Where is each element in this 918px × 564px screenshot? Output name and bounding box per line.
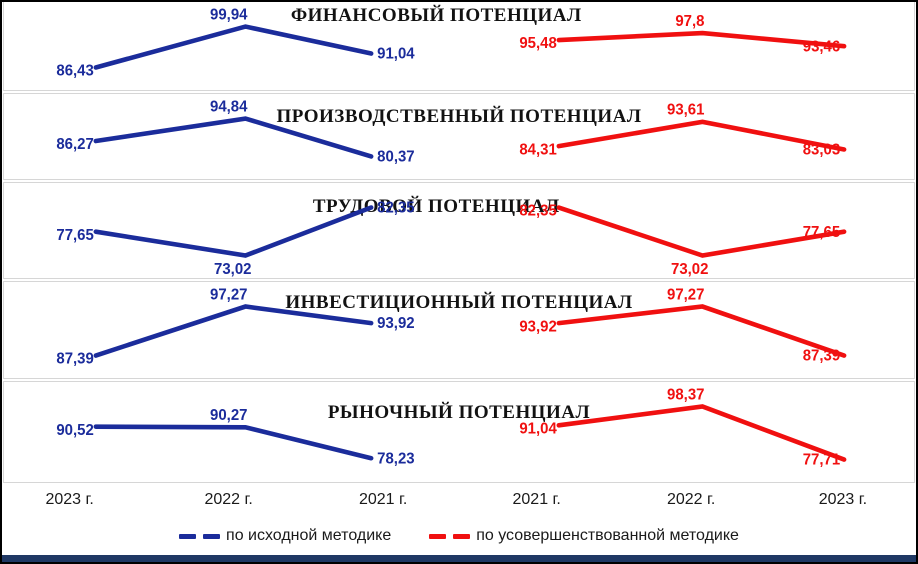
- value-label: 93,61: [667, 101, 704, 118]
- x-axis-tick: 2023 г.: [818, 491, 868, 508]
- value-label: 93,46: [803, 38, 840, 55]
- legend-label: по исходной методике: [226, 527, 392, 544]
- panel-title: РЫНОЧНЫЙ ПОТЕНЦИАЛ: [327, 402, 591, 423]
- value-label: 83,03: [803, 141, 840, 158]
- red-series-line: [556, 404, 847, 462]
- value-label: 95,48: [519, 35, 556, 52]
- value-label: 82,35: [519, 203, 556, 220]
- value-label: 91,04: [377, 45, 415, 62]
- value-label: 98,37: [667, 386, 704, 403]
- legend-label: по усовершенствованной методике: [476, 527, 739, 544]
- panel-investment-potential: ИНВЕСТИЦИОННЫЙ ПОТЕНЦИАЛ 87,39 97,27 93,92…: [3, 281, 915, 379]
- value-label: 90,27: [210, 407, 247, 424]
- blue-series-line: [93, 205, 374, 258]
- red-series-line: [556, 205, 847, 258]
- value-label: 77,65: [56, 227, 93, 244]
- legend: по исходной методике по усовершенствован…: [2, 517, 916, 555]
- x-axis-tick: 2022 г.: [666, 491, 716, 508]
- legend-item-original-method: по исходной методике: [179, 527, 391, 545]
- value-label: 93,92: [519, 318, 556, 335]
- x-axis-tick: 2021 г.: [358, 491, 408, 508]
- red-dash-marker-icon: [429, 533, 471, 539]
- value-label: 97,8: [675, 13, 704, 30]
- value-label: 77,65: [803, 224, 840, 241]
- value-label: 78,23: [377, 450, 414, 467]
- blue-series-line: [93, 24, 374, 70]
- value-label: 86,27: [56, 136, 93, 153]
- legend-item-improved-method: по усовершенствованной методике: [429, 527, 739, 545]
- line-plot: 86,27 94,84 80,37 84,31 93,61 83,03: [56, 98, 847, 166]
- panel-financial-potential: ФИНАНСОВЫЙ ПОТЕНЦИАЛ 86,43 99,94 91,04 95,4…: [3, 2, 915, 91]
- panel-title: ТРУДОВОЙ ПОТЕНЦИАЛ: [312, 196, 560, 217]
- blue-series-line: [93, 304, 374, 358]
- line-plot: 87,39 97,27 93,92 93,92 97,27 87,39: [56, 286, 847, 368]
- x-axis-tick: 2021 г.: [512, 491, 561, 508]
- value-label: 77,71: [803, 452, 840, 469]
- x-axis-tick: 2023 г.: [45, 491, 94, 508]
- red-series-line: [556, 30, 847, 49]
- panel-production-potential: ПРОИЗВОДСТВЕННЫЙ ПОТЕНЦИАЛ 86,27 94,84 80,…: [3, 93, 915, 180]
- value-label: 97,27: [667, 286, 704, 303]
- panel-labor-potential: ТРУДОВОЙ ПОТЕНЦИАЛ 77,65 73,02 82,35 82,35 7…: [3, 182, 915, 279]
- value-label: 97,27: [210, 286, 247, 303]
- panel-title: ФИНАНСОВЫЙ ПОТЕНЦИАЛ: [290, 5, 582, 26]
- red-series-line: [556, 119, 847, 152]
- panel-market-potential: РЫНОЧНЫЙ ПОТЕНЦИАЛ 90,52 90,27 78,23 91,04 9…: [3, 381, 915, 483]
- value-label: 99,94: [210, 6, 248, 23]
- value-label: 86,43: [56, 63, 93, 80]
- value-label: 93,92: [377, 315, 414, 332]
- value-label: 91,04: [519, 420, 557, 437]
- line-plot: 77,65 73,02 82,35 82,35 73,02 77,65: [56, 199, 847, 278]
- value-label: 73,02: [671, 261, 708, 278]
- blue-dash-marker-icon: [179, 533, 221, 539]
- blue-series-line: [93, 424, 374, 461]
- value-label: 90,52: [56, 422, 93, 439]
- value-label: 73,02: [214, 261, 251, 278]
- red-series-line: [556, 304, 847, 358]
- value-label: 84,31: [519, 141, 556, 158]
- value-label: 82,35: [377, 199, 414, 216]
- line-plot: 86,43 99,94 91,04 95,48 97,8 93,46: [56, 6, 847, 80]
- bottom-accent-bar: [2, 555, 916, 562]
- panel-title: ИНВЕСТИЦИОННЫЙ ПОТЕНЦИАЛ: [285, 292, 633, 313]
- value-label: 94,84: [210, 98, 248, 115]
- x-axis: 2023 г. 2022 г. 2021 г. 2021 г. 2022 г. …: [2, 483, 916, 517]
- panel-title: ПРОИЗВОДСТВЕННЫЙ ПОТЕНЦИАЛ: [276, 106, 642, 127]
- blue-series-line: [93, 116, 374, 159]
- value-label: 87,39: [803, 347, 840, 364]
- value-label: 87,39: [56, 351, 93, 368]
- line-plot: 90,52 90,27 78,23 91,04 98,37 77,71: [56, 386, 847, 469]
- value-label: 80,37: [377, 148, 414, 165]
- x-axis-tick: 2022 г.: [204, 491, 253, 508]
